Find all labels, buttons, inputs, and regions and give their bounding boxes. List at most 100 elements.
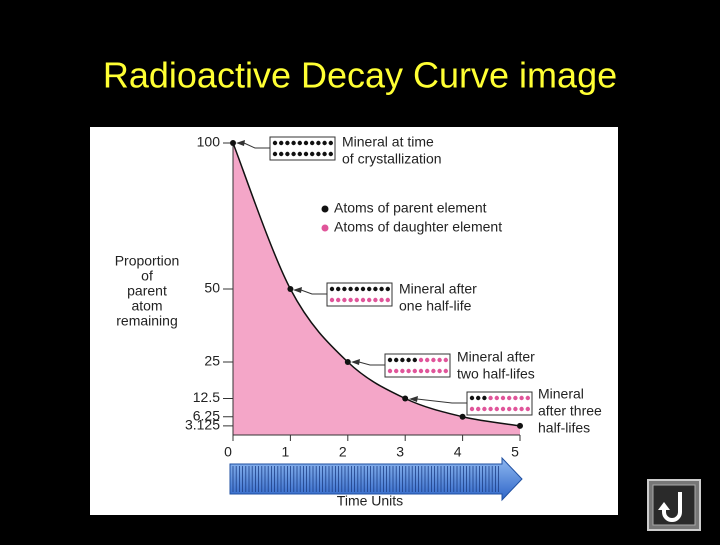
annotation-text: Mineral after: [457, 349, 535, 365]
atom-dot: [500, 395, 506, 401]
x-tick-label: 0: [224, 444, 232, 460]
atom-dot: [519, 406, 524, 412]
atom-dot: [367, 286, 372, 292]
x-tick-label: 4: [454, 444, 462, 460]
atom-dot: [360, 297, 366, 303]
atom-dot: [387, 357, 393, 363]
y-axis-label: atom: [131, 298, 162, 314]
annotation-text: half-lifes: [538, 420, 590, 436]
atom-dot: [443, 368, 448, 374]
atom-dot: [431, 368, 436, 374]
chart-panel: [90, 127, 618, 515]
data-point: [459, 413, 466, 420]
atom-dot: [385, 297, 390, 303]
atom-dot: [443, 357, 448, 363]
atom-dot: [354, 286, 359, 292]
atom-dot: [316, 140, 321, 146]
legend-swatch: [321, 205, 329, 213]
atom-dot: [342, 286, 347, 292]
y-axis-label: of: [141, 268, 153, 284]
atom-dot: [285, 140, 290, 146]
y-tick-label: 25: [204, 353, 220, 369]
atom-dot: [525, 395, 530, 401]
back-button[interactable]: [647, 479, 701, 531]
atom-dot: [322, 151, 327, 157]
atom-dot: [494, 395, 499, 401]
atom-dot: [513, 395, 518, 401]
atom-dot: [279, 151, 284, 157]
y-tick-label: 50: [204, 280, 220, 296]
annotation-text: one half-life: [399, 298, 472, 314]
annotation-arrow: [416, 398, 467, 404]
atom-dot: [476, 406, 481, 412]
annotation-arrow: [358, 361, 385, 366]
y-axis-label: Proportion: [115, 253, 180, 269]
annotation-arrow: [300, 289, 327, 295]
atom-dot: [285, 151, 290, 157]
mineral-box: [326, 282, 393, 307]
button-face[interactable]: [652, 484, 696, 526]
atom-dot: [373, 286, 378, 292]
atom-dot: [322, 140, 327, 146]
y-tick-label: 12.5: [193, 389, 220, 405]
mineral-box: [269, 136, 336, 161]
y-tick-label: 6.25: [193, 407, 220, 423]
atom-dot: [379, 297, 384, 303]
atom-dot: [400, 368, 405, 374]
data-point: [230, 140, 236, 146]
atom-dot: [328, 140, 333, 146]
atom-dot: [303, 151, 309, 157]
atom-dot: [348, 297, 353, 303]
atom-dot: [291, 151, 296, 157]
x-tick-label: 3: [396, 444, 404, 460]
atom-dot: [336, 297, 341, 303]
y-tick-label: 100: [197, 134, 221, 150]
atom-dot: [310, 151, 315, 157]
atom-dot: [500, 406, 506, 412]
atom-dot: [412, 368, 417, 374]
atom-dot: [367, 297, 372, 303]
atom-dot: [488, 395, 493, 401]
atom-dot: [394, 368, 399, 374]
x-tick-label: 5: [511, 444, 519, 460]
mineral-box: [384, 353, 451, 378]
legend-label: Atoms of daughter element: [334, 219, 502, 235]
atom-dot: [469, 395, 475, 401]
button-icon[interactable]: [662, 492, 682, 522]
atom-dot: [406, 357, 411, 363]
annotation-text: two half-lifes: [457, 366, 535, 382]
x-axis-label: Time Units: [337, 493, 403, 509]
atom-dot: [279, 140, 284, 146]
annotation-text: Mineral: [538, 386, 584, 402]
data-point: [287, 286, 294, 292]
atom-dot: [507, 395, 512, 401]
atom-dot: [297, 140, 302, 146]
atom-dot: [387, 368, 393, 374]
button-icon-head[interactable]: [658, 502, 670, 510]
atom-dot: [469, 406, 475, 412]
atom-dot: [406, 368, 411, 374]
arrow-head: [351, 359, 360, 365]
atom-dot: [272, 140, 278, 146]
annotation-text: Mineral at time: [342, 134, 434, 150]
atom-dot: [297, 151, 302, 157]
atom-dot: [400, 357, 405, 363]
data-point: [517, 422, 523, 429]
atom-dot: [425, 357, 430, 363]
atom-dot: [316, 151, 321, 157]
area-fill: [233, 143, 520, 435]
atom-dot: [303, 140, 309, 146]
atom-dot: [482, 406, 487, 412]
atom-dot: [412, 357, 417, 363]
arrow-head: [236, 140, 245, 146]
atom-dot: [379, 286, 384, 292]
atom-dot: [342, 297, 347, 303]
atom-dot: [431, 357, 436, 363]
annotation-arrow: [243, 142, 270, 149]
atom-dot: [437, 357, 442, 363]
y-axis-label: parent: [127, 283, 167, 299]
mineral-box: [466, 391, 533, 416]
atom-dot: [360, 286, 366, 292]
atom-dot: [488, 406, 493, 412]
atom-dot: [348, 286, 353, 292]
